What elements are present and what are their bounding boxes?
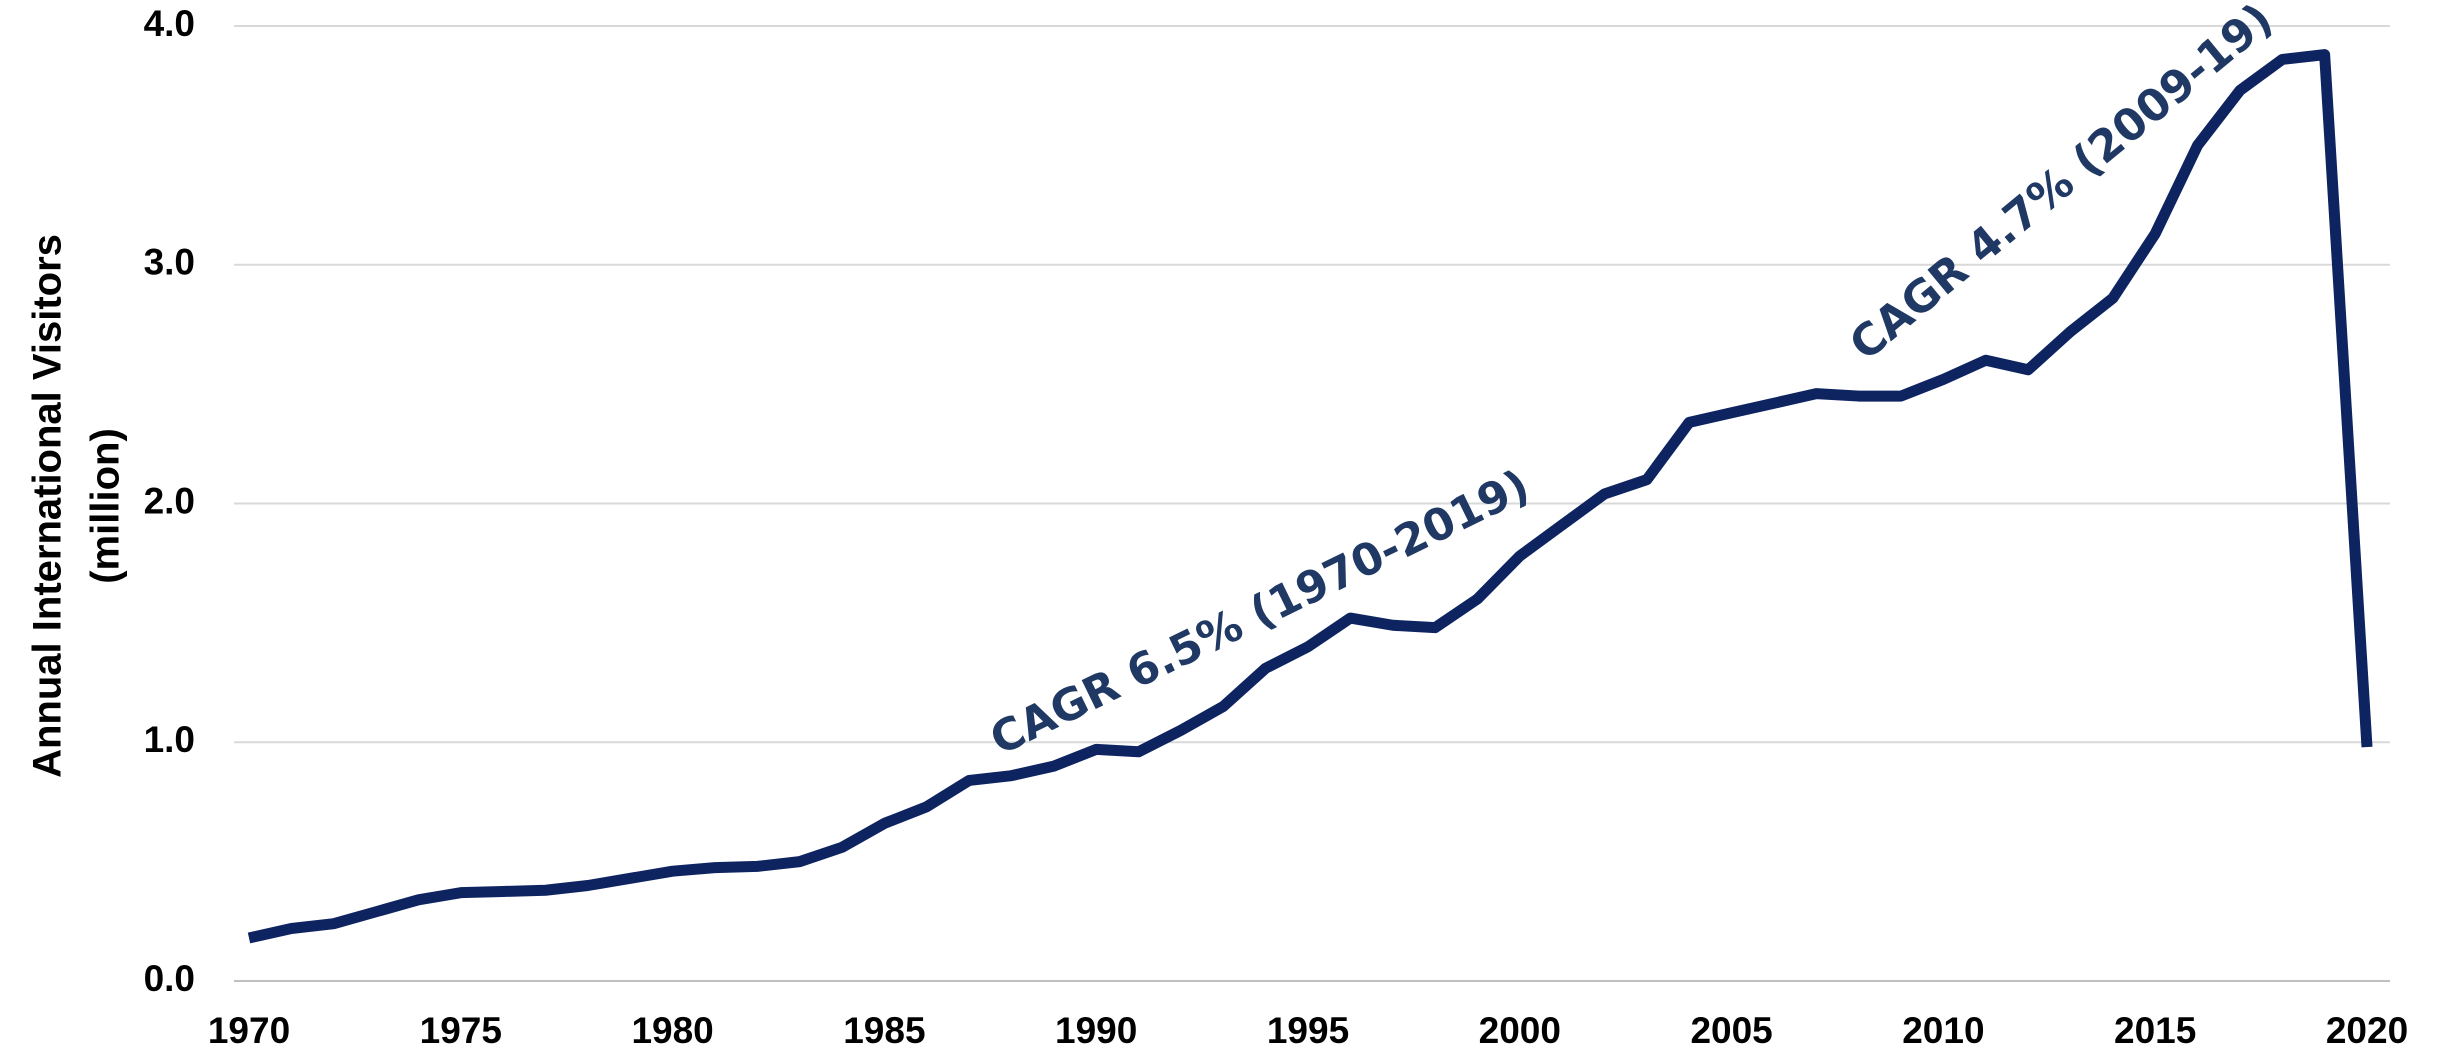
- x-tick-label: 2000: [1479, 1010, 1561, 1051]
- y-tick-label: 4.0: [144, 3, 195, 44]
- y-axis-title: (million): [84, 428, 128, 584]
- x-tick-label: 2010: [1902, 1010, 1984, 1051]
- y-tick-label: 3.0: [144, 242, 195, 283]
- x-tick-label: 1985: [843, 1010, 925, 1051]
- series-line: [247, 49, 2373, 944]
- x-tick-label: 1990: [1055, 1010, 1137, 1051]
- x-tick-label: 1970: [208, 1010, 290, 1051]
- x-tick-label: 2015: [2114, 1010, 2196, 1051]
- y-tick-label: 1.0: [144, 719, 195, 760]
- x-tick-label: 2005: [1690, 1010, 1772, 1051]
- y-tick-label: 0.0: [144, 958, 195, 999]
- y-tick-label: 2.0: [144, 480, 195, 521]
- x-tick-label: 2020: [2326, 1010, 2408, 1051]
- x-tick-label: 1995: [1267, 1010, 1349, 1051]
- x-tick-label: 1975: [420, 1010, 502, 1051]
- x-tick-label: 1980: [631, 1010, 713, 1051]
- y-axis-title: Annual International Visitors: [26, 234, 70, 778]
- annotation: CAGR 4.7% (2009-19): [1840, 0, 2282, 371]
